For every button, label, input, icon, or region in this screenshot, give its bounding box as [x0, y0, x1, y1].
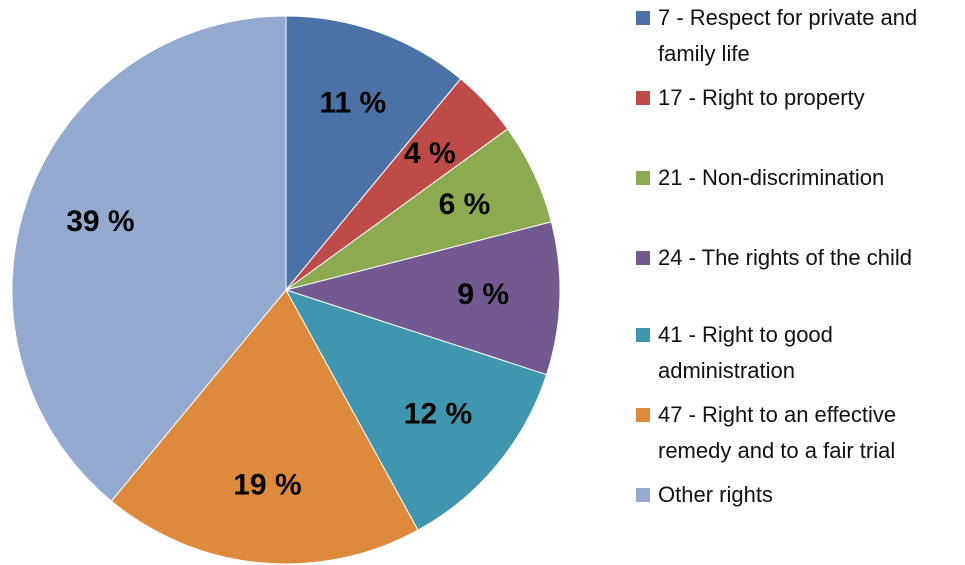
data-label: 39 %	[66, 205, 134, 238]
legend-label: 17 - Right to property	[658, 85, 865, 110]
legend-swatch	[636, 11, 650, 25]
data-label: 6 %	[439, 188, 491, 221]
legend-entry: 17 - Right to property	[636, 80, 961, 116]
pie-slice	[285, 15, 462, 292]
pie-slice	[110, 289, 419, 565]
legend-entry: 41 - Right to good administration	[636, 317, 961, 389]
chart: 11 % 4 % 6 % 9 % 12 % 19 % 39 %	[11, 15, 561, 565]
legend-swatch	[636, 488, 650, 502]
legend-entry: Other rights	[636, 477, 961, 513]
pie-slice	[284, 289, 548, 531]
data-label: 11 %	[319, 86, 386, 119]
data-label: 4 %	[404, 137, 456, 170]
legend-swatch	[636, 171, 650, 185]
data-label: 12 %	[404, 398, 472, 431]
legend-swatch	[636, 328, 650, 342]
legend-label: 7 - Respect for private and family life	[658, 5, 918, 66]
pie-slice	[11, 15, 287, 502]
pie-slice	[284, 221, 561, 376]
legend-label: 47 - Right to an effective remedy and to…	[658, 402, 897, 463]
legend-label: 24 - The rights of the child	[658, 245, 912, 270]
legend-label: 21 - Non-discrimination	[658, 165, 885, 190]
legend-entry: 47 - Right to an effective remedy and to…	[636, 397, 961, 469]
legend-swatch	[636, 91, 650, 105]
legend-swatch	[636, 408, 650, 422]
data-label: 9 %	[457, 278, 509, 311]
data-label: 19 %	[233, 468, 301, 501]
legend-entry: 21 - Non-discrimination	[636, 160, 961, 196]
legend-entry: 7 - Respect for private and family life	[636, 0, 961, 72]
legend-label: 41 - Right to good administration	[658, 322, 833, 383]
legend-label: Other rights	[658, 482, 773, 507]
legend-entry: 24 - The rights of the child	[636, 240, 961, 276]
legend-swatch	[636, 251, 650, 265]
